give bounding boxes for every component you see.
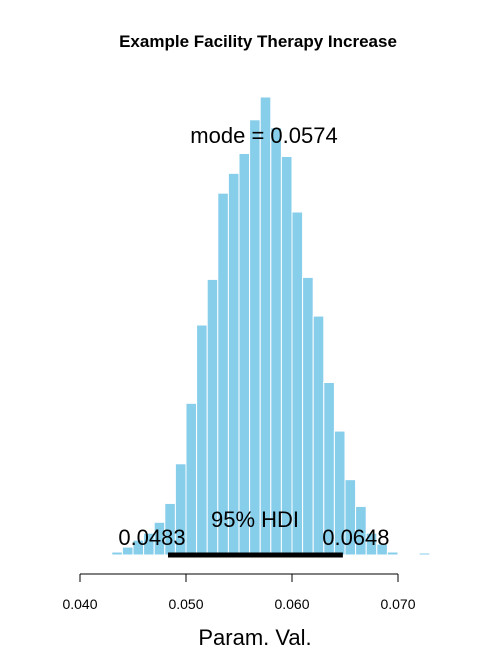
histogram-bar (355, 505, 367, 556)
histogram-bar (196, 324, 208, 556)
histogram-bar (386, 551, 399, 556)
x-axis: 0.040 0.050 0.060 0.070 (62, 573, 416, 612)
x-axis-label: Param. Val. (198, 625, 311, 650)
histogram-bar (217, 192, 229, 556)
mode-annotation: mode = 0.0574 (190, 123, 337, 148)
hdi-high-label: 0.0648 (322, 525, 389, 550)
chart-title: Example Facility Therapy Increase (119, 32, 397, 51)
x-tick-label: 0.050 (168, 596, 203, 612)
histogram-bar (270, 127, 282, 556)
histogram-bar (259, 96, 272, 556)
histogram-bar (376, 543, 388, 556)
histogram-bar (312, 315, 325, 556)
histogram-bar (238, 153, 251, 556)
histogram-bar (185, 402, 198, 556)
histogram-bar (100, 553, 113, 556)
x-tick-label: 0.040 (62, 596, 97, 612)
mode-equals: = (251, 123, 270, 148)
histogram-bar (291, 211, 304, 556)
mode-label: mode (190, 123, 245, 148)
hdi-low-label: 0.0483 (118, 525, 185, 550)
mode-value: 0.0574 (270, 123, 337, 148)
histogram-bar (418, 552, 431, 556)
hdi-label: 95% HDI (211, 507, 299, 532)
histogram-bar (111, 551, 123, 556)
histogram-bar (302, 276, 314, 556)
histogram-bar (280, 155, 293, 556)
histogram-bars (100, 96, 431, 556)
histogram-bar (249, 119, 261, 556)
histogram-bar (227, 172, 240, 556)
x-tick-label: 0.070 (380, 596, 415, 612)
x-tick-label: 0.060 (274, 596, 309, 612)
